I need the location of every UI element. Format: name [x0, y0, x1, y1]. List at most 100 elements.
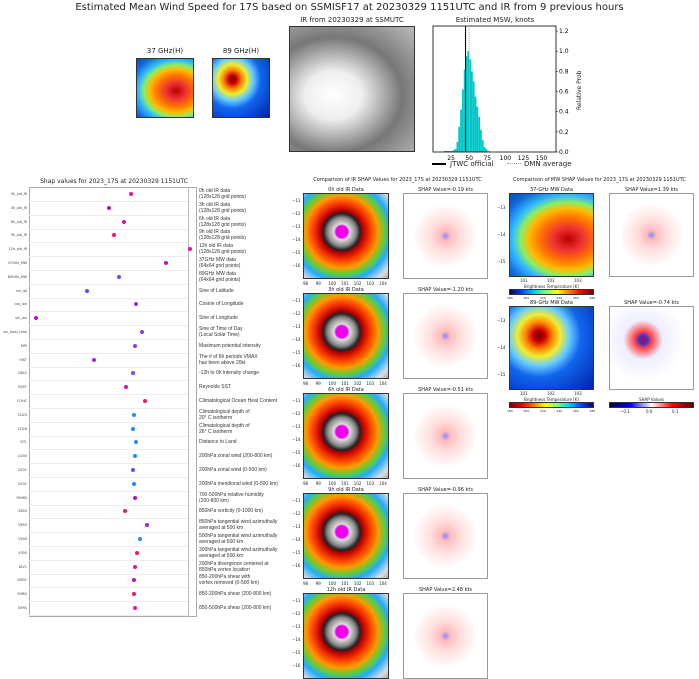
- shap-dot: [85, 288, 90, 293]
- ir-ytick: −13: [292, 624, 301, 629]
- feature-short-label: HIST: [19, 357, 27, 362]
- ir-panel-title: Comparison of IR SHAP Values for 2023_17…: [313, 177, 482, 183]
- ir-data-image: [303, 593, 389, 679]
- ir-ytick: −15: [292, 350, 301, 355]
- row-divider: [29, 545, 188, 547]
- jtwc-legend-label: JTWC official: [450, 160, 494, 168]
- shap-dot: [133, 343, 137, 348]
- shap-dot: [163, 261, 168, 265]
- hist-bar: [452, 149, 455, 152]
- row-divider: [29, 476, 188, 478]
- hist-bar: [456, 141, 459, 152]
- mw-panel-title: Comparison of MW SHAP Values for 2023_17…: [513, 177, 686, 183]
- shap-cbar-tick: −0.1: [620, 409, 630, 414]
- shap-dot: [133, 454, 137, 459]
- feature-description: 89GHz MW data (64x64 grid points): [199, 270, 241, 283]
- ir-ytick: −11: [292, 198, 301, 203]
- ir-ytick: −13: [292, 224, 301, 229]
- shap-dot: [131, 426, 136, 431]
- mw-xtick: 103: [574, 391, 582, 396]
- hist-ytick: 0.2: [559, 129, 569, 136]
- hist-bar: [458, 126, 461, 152]
- ir-ytick: −12: [292, 511, 301, 516]
- row-divider: [29, 242, 188, 244]
- feature-description: 37GHz MW data (64x64 grid points): [199, 257, 241, 269]
- row-divider: [29, 283, 188, 285]
- feature-description: Climatological depth of 20° C isotherm: [199, 408, 250, 421]
- cbar-tick: 180: [507, 296, 513, 300]
- feature-short-label: 37GHz_MW: [7, 261, 27, 265]
- feature-description: The # of 6h periods VMAX has been above …: [199, 353, 258, 366]
- cbar-label: Brightness Temperature [K]: [524, 397, 579, 402]
- feature-description: Reynolds SST: [199, 384, 231, 391]
- feature-description: 850-500hPa shear (200-800 km): [199, 605, 272, 611]
- feature-short-label: SHRD: [17, 592, 27, 597]
- mw37-image: [136, 58, 194, 118]
- shap-cbar-label: SHAP Values: [638, 397, 665, 402]
- mw-xtick: 103: [574, 278, 582, 283]
- mw-row-label: 89-GHz MW Data: [530, 300, 573, 306]
- row-divider: [29, 228, 188, 230]
- ir-xtick: 103: [366, 381, 375, 386]
- hist-ytick: 0.8: [559, 68, 569, 75]
- brightness-colorbar: [509, 289, 594, 295]
- hist-bar: [469, 59, 471, 152]
- row-divider: [29, 614, 188, 616]
- mw37-label: 37 GHz(H): [146, 47, 184, 55]
- ir-ytick: −14: [292, 537, 301, 542]
- figure-title: Estimated Mean Wind Speed for 17S based …: [75, 2, 624, 13]
- hist-ylabel: Relative Prob: [576, 70, 583, 110]
- cbar-tick: 180: [507, 409, 513, 413]
- ir-xtick: 104: [379, 381, 387, 386]
- feature-short-label: COHC: [17, 399, 27, 403]
- shap-dot: [142, 399, 147, 403]
- feature-short-label: V500: [18, 537, 27, 541]
- ir-row-label: 6h old IR Data: [328, 387, 364, 393]
- shap-dot: [106, 205, 111, 210]
- hist-bar: [467, 51, 470, 153]
- ir-shap-value: SHAP Value=-0.19 kts: [418, 187, 473, 193]
- ir-ytick: −16: [292, 463, 301, 468]
- shap-dot: [138, 537, 143, 541]
- hist-bar: [454, 148, 457, 152]
- shap-axes: [29, 187, 197, 617]
- feature-description: Distance to Land: [199, 439, 237, 446]
- ir-xtick: 100: [328, 381, 337, 386]
- row-divider: [29, 518, 188, 520]
- hist-bar: [481, 139, 484, 152]
- dmn-legend-line: [507, 163, 521, 164]
- shap-dot: [111, 233, 116, 238]
- ir-ytick: −16: [292, 663, 301, 668]
- ir-ytick: −12: [292, 611, 301, 616]
- ir-ytick: −15: [292, 450, 301, 455]
- ir-ytick: −13: [292, 324, 301, 329]
- cbar-tick: 220: [540, 296, 546, 300]
- hist-ytick: 0.6: [559, 89, 569, 96]
- ir-row-label: 0h old IR Data: [328, 187, 364, 193]
- feature-short-label: DIVC: [18, 564, 27, 569]
- shap-dot: [131, 412, 136, 417]
- mw-row-label: 37-GHz MW Data: [530, 187, 573, 193]
- row-divider: [29, 435, 188, 437]
- feature-short-label: U200: [18, 454, 27, 459]
- row-divider: [29, 449, 188, 451]
- hist-ytick: 0.0: [559, 149, 569, 156]
- feature-description: 200hPa meridional wind (0-500 km): [199, 480, 278, 487]
- ir-data-image: [303, 493, 389, 579]
- ir-xtick: 101: [341, 381, 349, 386]
- feature-description: 850hPa tangential wind azimuthally avera…: [199, 519, 278, 532]
- row-divider: [29, 214, 188, 216]
- hist-frame: [432, 25, 557, 153]
- shap-dot: [123, 385, 128, 390]
- row-divider: [29, 380, 188, 382]
- ir-xtick: 99: [315, 581, 321, 586]
- ir-xtick: 98: [303, 481, 309, 486]
- feature-short-label: CD20: [17, 412, 27, 417]
- mw-data-image: [509, 193, 594, 277]
- shap-cbar-tick: 0.1: [672, 409, 679, 414]
- shap-dot: [187, 247, 192, 252]
- feature-short-label: RSST: [18, 385, 27, 390]
- feature-short-label: RHMD: [16, 495, 27, 500]
- feature-description: 300hPa tangential wind azimuthally avera…: [199, 546, 278, 559]
- ir-xtick: 99: [315, 281, 321, 286]
